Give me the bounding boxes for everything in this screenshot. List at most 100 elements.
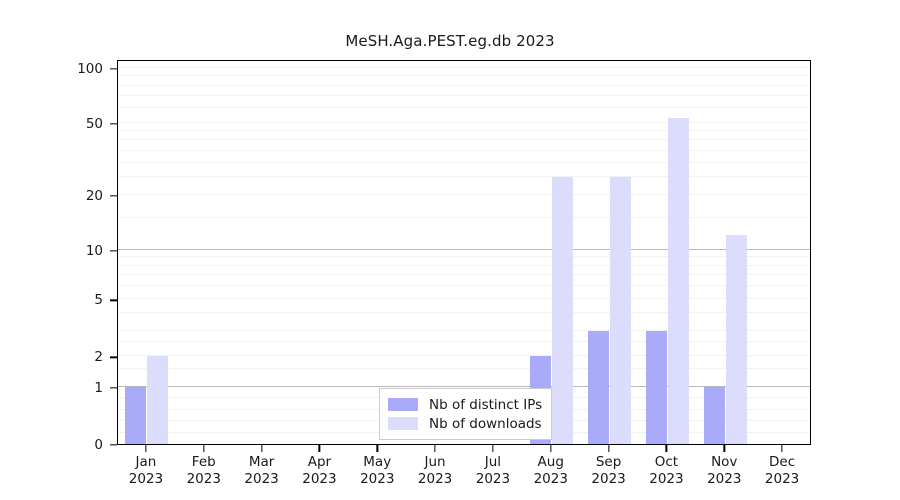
y-tick-mark <box>110 444 117 446</box>
x-tick-mark <box>376 445 378 452</box>
y-tick-label: 50 <box>85 115 103 132</box>
legend-label: Nb of distinct IPs <box>429 396 543 413</box>
legend-item-distinct-ips[interactable]: Nb of distinct IPs <box>388 395 542 414</box>
x-tick-month: Oct <box>654 454 679 470</box>
x-tick-year: 2023 <box>649 471 684 487</box>
y-tick-mark <box>110 387 117 389</box>
legend-label: Nb of downloads <box>429 415 542 432</box>
gridline-minor <box>118 285 810 287</box>
x-tick-mark <box>203 445 205 452</box>
x-tick-mark <box>434 445 436 452</box>
x-tick-mark <box>781 445 783 452</box>
y-tick-label: 1 <box>94 380 103 397</box>
gridline-minor <box>118 312 810 314</box>
x-tick-label-oct: Oct 2023 <box>649 454 683 488</box>
y-tick-label: 5 <box>94 292 103 309</box>
x-tick-year: 2023 <box>244 471 279 487</box>
x-tick-mark <box>260 445 263 452</box>
x-axis: Jan 2023 Feb 2023 Mar 2023 Apr 2023 May 2023 Jun 20… <box>117 445 811 500</box>
bar-nov-distinct-ips <box>703 387 725 444</box>
y-tick-label: 100 <box>77 60 103 77</box>
x-tick-year: 2023 <box>128 471 164 487</box>
y-tick-label: 20 <box>85 187 103 204</box>
x-tick-label-feb: Feb 2023 <box>187 454 221 488</box>
gridline-minor <box>118 162 810 164</box>
x-tick-month: Dec <box>769 454 796 470</box>
chart-legend: Nb of distinct IPs Nb of downloads <box>379 388 553 440</box>
x-tick-mark <box>607 445 610 452</box>
bar-jan-downloads <box>147 356 169 444</box>
gridline-major <box>118 248 810 250</box>
x-tick-mark <box>665 445 668 452</box>
gridline-minor <box>118 256 810 258</box>
y-tick-mark <box>110 123 117 125</box>
y-tick-mark <box>110 356 117 358</box>
x-tick-label-jun: Jun 2023 <box>418 454 452 488</box>
x-tick-year: 2023 <box>764 471 800 487</box>
bar-sep-distinct-ips <box>588 331 610 444</box>
chart-title: MeSH.Aga.PEST.eg.db 2023 <box>345 32 555 50</box>
gridline-minor <box>118 216 810 218</box>
x-tick-month: May <box>363 454 392 470</box>
bar-nov-downloads <box>725 235 747 444</box>
gridline-minor <box>118 330 810 332</box>
x-tick-label-jan: Jan 2023 <box>129 454 163 488</box>
x-tick-year: 2023 <box>475 471 511 487</box>
gridline-minor <box>118 193 810 195</box>
y-tick-mark <box>110 195 117 197</box>
gridline-minor <box>118 149 810 151</box>
legend-item-downloads[interactable]: Nb of downloads <box>388 414 542 433</box>
bar-jan-distinct-ips <box>125 387 147 444</box>
y-tick-label: 0 <box>94 437 103 453</box>
x-tick-label-sep: Sep 2023 <box>591 454 625 488</box>
y-axis: 0 1 2 5 10 20 50 100 <box>0 60 117 453</box>
bar-oct-downloads <box>667 118 689 444</box>
gridline-major <box>118 386 810 388</box>
x-tick-month: Jun <box>424 454 446 470</box>
x-tick-month: Jul <box>484 454 502 470</box>
x-tick-month: Aug <box>537 454 564 470</box>
y-tick-label: 2 <box>94 349 103 366</box>
gridline-minor <box>118 84 810 86</box>
gridline-minor <box>118 95 810 97</box>
bar-aug-downloads <box>552 177 574 444</box>
x-tick-month: Apr <box>307 454 332 470</box>
x-tick-label-may: May 2023 <box>360 454 394 488</box>
x-tick-month: Feb <box>191 454 216 470</box>
x-tick-mark <box>492 445 494 452</box>
x-tick-year: 2023 <box>302 471 337 487</box>
x-tick-label-apr: Apr 2023 <box>302 454 336 488</box>
gridline-minor <box>118 66 810 68</box>
x-tick-year: 2023 <box>533 471 568 487</box>
gridline-minor <box>118 139 810 141</box>
x-tick-year: 2023 <box>707 471 742 487</box>
legend-swatch <box>388 398 418 411</box>
bar-sep-downloads <box>610 177 632 444</box>
x-tick-mark <box>550 445 552 452</box>
gridline-minor <box>118 368 810 370</box>
x-tick-label-dec: Dec 2023 <box>765 454 799 488</box>
x-tick-label-mar: Mar 2023 <box>244 454 278 488</box>
x-tick-year: 2023 <box>360 471 395 487</box>
gridline-minor <box>118 341 810 343</box>
y-tick-label: 10 <box>85 242 103 259</box>
x-tick-label-jul: Jul 2023 <box>476 454 510 488</box>
x-tick-label-aug: Aug 2023 <box>534 454 568 488</box>
gridline-minor <box>118 355 810 357</box>
gridline-minor <box>118 107 810 109</box>
x-tick-year: 2023 <box>186 471 221 487</box>
x-tick-month: Jan <box>135 454 157 470</box>
bar-oct-distinct-ips <box>645 331 667 444</box>
gridline-minor <box>118 264 810 266</box>
y-tick-mark <box>110 250 117 252</box>
x-tick-month: Nov <box>711 454 738 470</box>
legend-swatch <box>388 417 418 430</box>
x-tick-year: 2023 <box>591 471 626 487</box>
x-tick-mark <box>318 445 321 452</box>
x-tick-month: Mar <box>248 454 275 470</box>
x-tick-year: 2023 <box>417 471 453 487</box>
gridline-minor <box>118 274 810 276</box>
y-tick-mark <box>110 299 117 301</box>
x-tick-mark <box>723 445 725 452</box>
